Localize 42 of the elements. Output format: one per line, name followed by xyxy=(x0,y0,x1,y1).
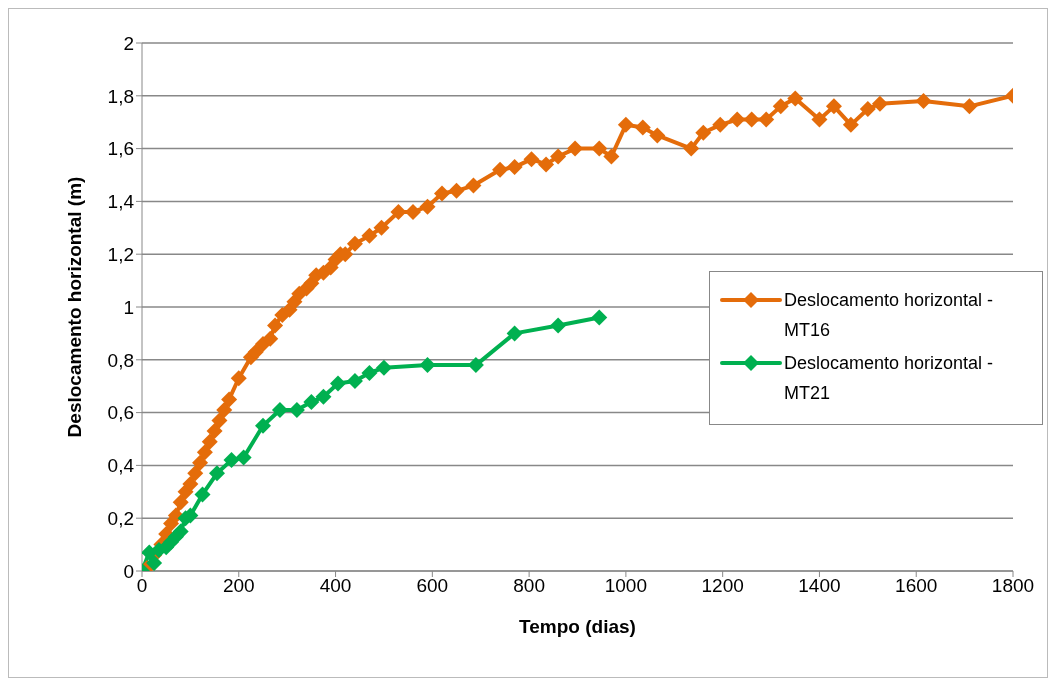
point xyxy=(209,465,225,482)
x-tick-label: 400 xyxy=(319,575,352,597)
point xyxy=(315,388,332,405)
y-tick-label: 0,2 xyxy=(107,507,134,529)
x-tick-label: 1600 xyxy=(895,575,938,597)
point xyxy=(172,523,189,540)
y-tick-label: 1,8 xyxy=(107,85,134,107)
point xyxy=(361,365,378,381)
point xyxy=(235,449,252,466)
point xyxy=(550,317,567,334)
point xyxy=(591,309,608,326)
x-tick-label: 1400 xyxy=(798,575,841,597)
point xyxy=(375,359,392,376)
y-tick-label: 2 xyxy=(123,32,134,54)
point xyxy=(223,452,240,469)
legend-label: Deslocamento horizontal - MT21 xyxy=(784,352,995,405)
point xyxy=(506,325,523,342)
legend-label: Deslocamento horizontal - MT16 xyxy=(784,289,995,342)
x-tick-label: 800 xyxy=(513,575,545,597)
point xyxy=(329,375,346,392)
point xyxy=(303,394,320,411)
point xyxy=(254,417,271,434)
point xyxy=(271,401,288,418)
x-tick-label: 1800 xyxy=(991,575,1035,597)
point xyxy=(146,555,163,571)
y-tick-label: 1 xyxy=(123,296,134,318)
point xyxy=(346,372,363,389)
x-axis-title: Tempo (dias) xyxy=(519,616,636,637)
point xyxy=(419,357,436,374)
y-tick-label: 1,4 xyxy=(107,191,135,213)
point xyxy=(194,486,211,503)
x-tick-label: 1200 xyxy=(701,575,744,597)
y-tick-label: 0 xyxy=(123,560,134,582)
y-tick-label: 1,2 xyxy=(107,243,134,265)
x-tick-label: 1000 xyxy=(604,575,648,597)
y-axis-title: Deslocamento horizontal (m) xyxy=(63,176,85,438)
y-tick-label: 0,4 xyxy=(107,455,135,477)
x-tick-label: 200 xyxy=(222,575,255,597)
y-tick-label: 1,6 xyxy=(107,138,134,160)
y-tick-label: 0,6 xyxy=(107,402,134,424)
y-tick-label: 0,8 xyxy=(107,349,134,371)
x-tick-label: 600 xyxy=(416,575,449,597)
